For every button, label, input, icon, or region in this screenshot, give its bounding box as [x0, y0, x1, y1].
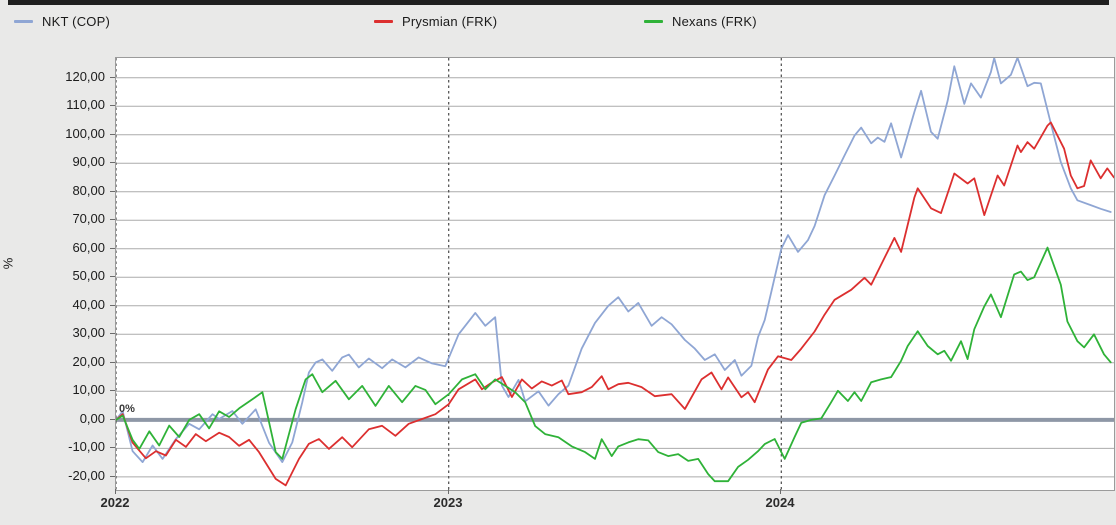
y-tick-mark [110, 476, 115, 477]
x-tick-mark [115, 489, 116, 494]
y-tick-label: 50,00 [72, 268, 105, 283]
y-tick-mark [110, 105, 115, 106]
series-line-0 [116, 58, 1112, 464]
y-tick-label: 80,00 [72, 183, 105, 198]
y-tick-label: 30,00 [72, 325, 105, 340]
chart-plot-area [115, 57, 1115, 491]
zero-line-annotation: 0% [119, 402, 135, 415]
y-tick-label: 120,00 [65, 69, 105, 84]
y-tick-label: -20,00 [68, 468, 105, 483]
y-tick-mark [110, 191, 115, 192]
y-tick-label: 90,00 [72, 154, 105, 169]
legend-item-prysmian[interactable]: Prysmian (FRK) [374, 8, 497, 34]
prysmian-line-swatch-icon [374, 19, 393, 23]
y-tick-mark [110, 305, 115, 306]
legend-label-nkt: NKT (COP) [42, 13, 111, 29]
y-tick-label: 100,00 [65, 126, 105, 141]
y-tick-mark [110, 276, 115, 277]
y-tick-label: 40,00 [72, 297, 105, 312]
y-tick-label: 110,00 [66, 97, 105, 112]
y-tick-mark [110, 419, 115, 420]
legend-label-prysmian: Prysmian (FRK) [402, 13, 498, 29]
series-line-1 [116, 121, 1114, 487]
top-border-bar [8, 0, 1109, 5]
nexans-line-swatch-icon [644, 19, 663, 23]
y-tick-mark [110, 362, 115, 363]
x-tick-label: 2023 [433, 495, 463, 510]
y-tick-label: 10,00 [72, 382, 105, 397]
chart-legend: NKT (COP) Prysmian (FRK) Nexans (FRK) [0, 8, 1116, 38]
y-tick-mark [110, 134, 115, 135]
legend-item-nkt[interactable]: NKT (COP) [14, 8, 110, 34]
series-line-2 [116, 246, 1112, 483]
x-tick-label: 2022 [100, 495, 130, 510]
x-tick-label: 2024 [765, 495, 795, 510]
nkt-line-swatch-icon [14, 19, 33, 23]
x-tick-mark [448, 489, 449, 494]
y-tick-mark [110, 162, 115, 163]
y-tick-label: -10,00 [68, 439, 105, 454]
y-tick-mark [110, 447, 115, 448]
y-tick-label: 0,00 [79, 411, 105, 426]
y-tick-mark [110, 77, 115, 78]
y-tick-label: 20,00 [72, 354, 105, 369]
legend-item-nexans[interactable]: Nexans (FRK) [644, 8, 757, 34]
y-tick-label: 60,00 [72, 240, 105, 255]
x-tick-mark [780, 489, 781, 494]
chart-canvas [116, 58, 1114, 490]
y-tick-label: 70,00 [72, 211, 105, 226]
y-tick-mark [110, 219, 115, 220]
legend-label-nexans: Nexans (FRK) [672, 13, 757, 29]
y-tick-mark [110, 390, 115, 391]
y-tick-mark [110, 248, 115, 249]
y-tick-mark [110, 333, 115, 334]
